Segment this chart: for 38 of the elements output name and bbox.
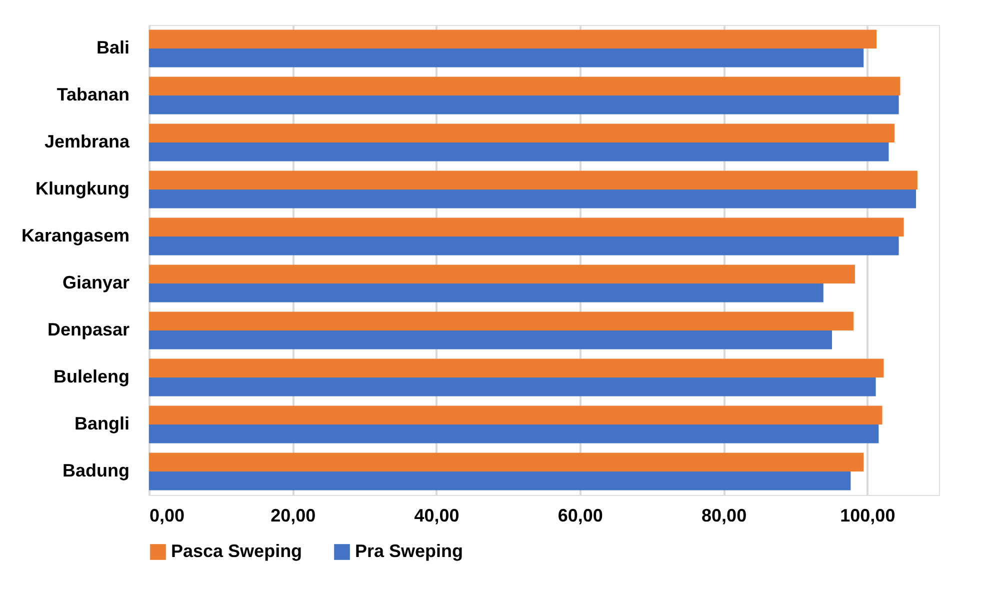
y-tick-label: Buleleng — [53, 366, 130, 386]
bar — [149, 330, 832, 350]
bar — [149, 452, 864, 472]
bar — [149, 236, 899, 256]
bar — [149, 284, 824, 302]
x-tick-label: 100,00 — [840, 506, 896, 526]
y-tick-label: Bangli — [74, 414, 130, 434]
bar — [149, 124, 894, 142]
bar — [149, 406, 882, 424]
bar — [149, 358, 884, 378]
y-tick-label: Tabanan — [56, 84, 130, 104]
bar — [149, 170, 918, 190]
bar — [149, 472, 851, 490]
bar — [149, 190, 916, 208]
x-tick-label: 20,00 — [270, 506, 316, 526]
legend-label: Pasca Sweping — [171, 541, 302, 561]
bar — [149, 312, 854, 330]
bar — [149, 424, 879, 444]
x-tick-label: 80,00 — [702, 506, 747, 526]
x-tick-label: 0,00 — [150, 506, 185, 526]
y-tick-label: Denpasar — [47, 320, 130, 340]
x-tick-label: 60,00 — [558, 506, 603, 526]
y-tick-label: Klungkung — [36, 178, 130, 198]
bar — [149, 142, 889, 162]
bar — [149, 76, 900, 96]
y-tick-label: Badung — [62, 460, 130, 480]
bar — [149, 218, 904, 236]
bar — [149, 264, 855, 284]
bar — [149, 30, 877, 48]
y-tick-label: Jembrana — [44, 132, 130, 152]
legend-label: Pra Sweping — [355, 541, 464, 561]
x-tick-label: 40,00 — [414, 506, 460, 526]
bar — [149, 48, 864, 68]
y-tick-label: Bali — [96, 38, 130, 58]
y-tick-label: Gianyar — [62, 272, 130, 292]
y-tick-label: Karangasem — [21, 226, 130, 246]
bar — [149, 96, 899, 114]
bar — [149, 378, 876, 396]
